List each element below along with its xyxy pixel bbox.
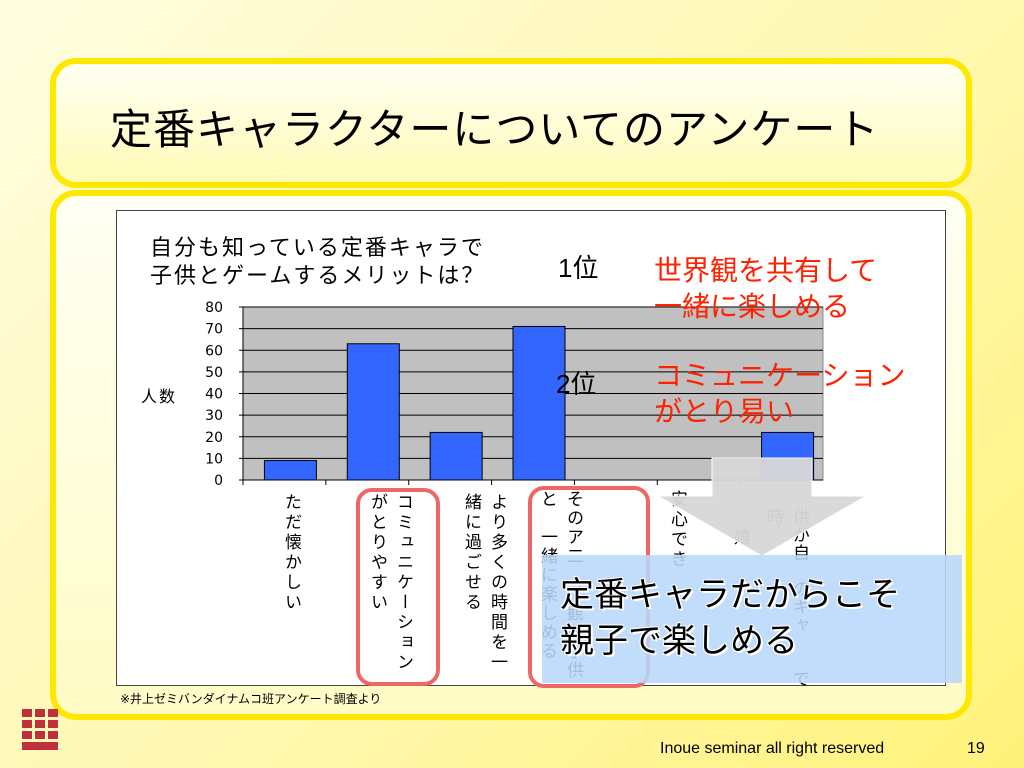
callout-worldview: 世界観を共有して 一緒に楽しめる [654,253,877,325]
category-label-2: コミュニケーションがとりやすい [367,493,413,673]
bar-2 [346,343,400,481]
conclusion-box [542,555,962,683]
bar-4 [512,325,566,481]
title-panel [50,58,972,188]
chart-title-line1: 自分も知っている定番キャラで [150,236,485,261]
callout-worldview-line2: 一緒に楽しめる [654,290,851,323]
category-label-3: より多くの時間を一緒に過ごせる [461,493,507,673]
rank-2-label: 2位 [556,369,597,399]
source-note: ※井上ゼミバンダイナムコ班アンケート調査より [120,692,382,706]
bar-1 [263,460,317,481]
rank-1-label: 1位 [558,253,599,283]
y-tick-label: 40 [205,387,223,403]
y-tick-label: 70 [205,322,223,338]
y-tick-label: 30 [205,408,223,424]
highlight-communication [356,488,440,686]
category-label-1: ただ懐かしい [281,493,301,613]
y-tick-label: 80 [205,300,223,316]
slide-title: 定番キャラクターについてのアンケート [110,105,880,154]
footer-copyright: Inoue seminar all right reserved [660,740,885,757]
y-tick-label: 60 [205,343,223,359]
y-axis-label: 人数 [141,387,178,406]
y-tick-label: 10 [205,451,223,467]
bar-3 [429,431,483,481]
conclusion-text: 定番キャラだからこそ 親子で楽しめる [560,572,900,664]
chart-title-line2: 子供とゲームするメリットは？ [150,264,486,289]
conclusion-line2: 親子で楽しめる [560,621,798,661]
conclusion-line1: 定番キャラだからこそ [560,575,900,615]
callout-communication: コミュニケーション がとり易い [654,358,905,430]
y-tick-label: 0 [214,473,223,489]
callout-communication-line1: コミュニケーション [654,359,906,392]
y-tick-label: 50 [205,365,223,381]
page-number: 19 [967,740,985,757]
callout-worldview-line1: 世界観を共有して [654,254,878,287]
y-tick-label: 20 [205,430,223,446]
seminar-logo-icon [22,709,58,750]
callout-communication-line2: がとり易い [654,395,795,428]
